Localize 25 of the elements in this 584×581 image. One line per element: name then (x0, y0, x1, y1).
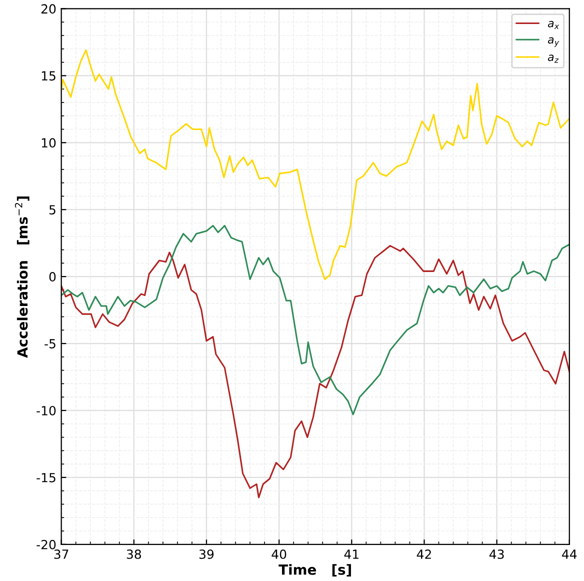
line-series (61, 49, 570, 280)
x-tick-label: 37 (54, 549, 68, 559)
y-tick-label: -15 (36, 473, 56, 482)
x-tick-label: 39 (199, 549, 214, 559)
y-tick-label: 5 (49, 205, 56, 215)
x-axis-title: Time [s] (278, 564, 351, 577)
x-tick-label: 44 (562, 550, 577, 559)
y-tick-label: 10 (42, 138, 56, 148)
y-tick-label: -5 (44, 339, 56, 348)
legend-label: a$_{y}$ (548, 37, 560, 47)
x-tick-label: 42 (416, 549, 431, 559)
x-tick-label: 38 (126, 549, 141, 559)
line-series (61, 224, 570, 416)
x-tick-label: 40 (272, 549, 286, 559)
y-tick-label: 20 (41, 4, 56, 14)
x-tick-label: 43 (489, 549, 504, 559)
line-series (61, 244, 570, 498)
legend-label: a$_{z}$ (548, 54, 559, 63)
y-axis-title: Acceleration [ms$^{−2}$] (14, 196, 30, 358)
y-tick-label: -20 (36, 540, 56, 550)
y-tick-label: -10 (36, 406, 56, 416)
y-tick-label: 0 (49, 272, 56, 282)
legend-label: a$_{x}$ (548, 20, 560, 29)
x-tick-label: 41 (344, 550, 358, 559)
y-tick-label: 15 (42, 71, 56, 81)
